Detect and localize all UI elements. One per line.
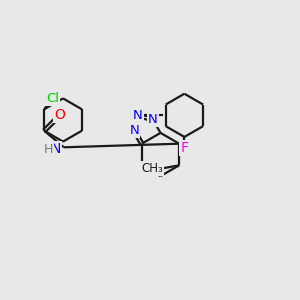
Text: F: F	[180, 141, 188, 155]
Text: H: H	[44, 143, 53, 156]
Text: O: O	[55, 108, 65, 122]
Text: N: N	[50, 142, 61, 156]
Text: N: N	[148, 113, 158, 126]
Text: N: N	[133, 109, 143, 122]
Text: Cl: Cl	[46, 92, 59, 105]
Text: N: N	[129, 124, 139, 137]
Text: CH₃: CH₃	[141, 162, 163, 175]
